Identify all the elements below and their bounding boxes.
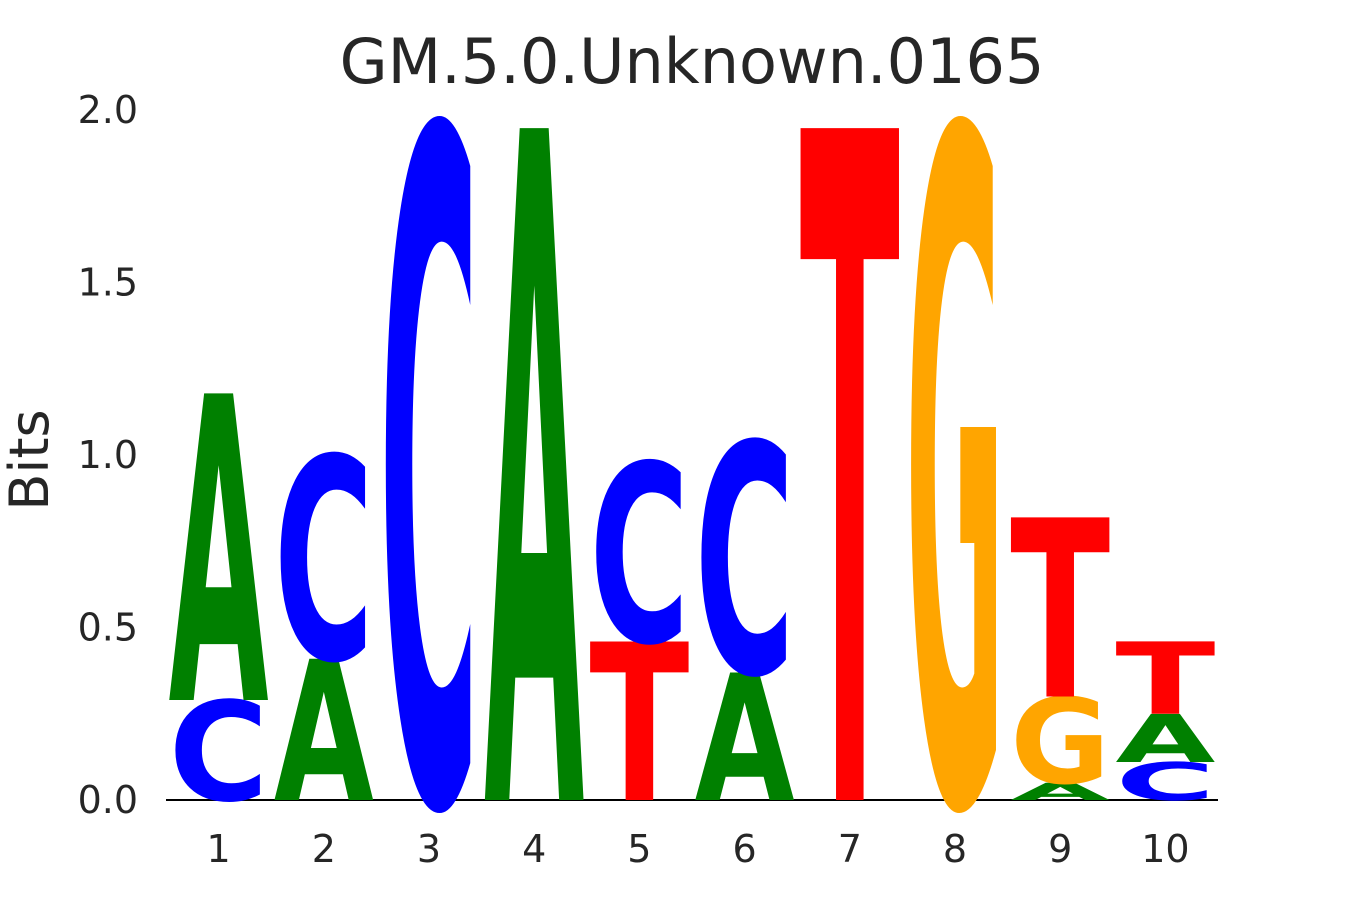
x-tick-label: 2 bbox=[312, 827, 336, 871]
y-axis-label: Bits bbox=[0, 409, 61, 510]
y-tick-label: 2.0 bbox=[78, 88, 138, 132]
y-tick-label: 1.0 bbox=[78, 433, 138, 477]
logo-letter: A bbox=[695, 638, 795, 842]
logo-letter: A bbox=[274, 622, 374, 847]
logo-letter: G bbox=[1010, 673, 1110, 811]
y-tick-label: 0.5 bbox=[78, 606, 138, 650]
logo-letter: C bbox=[274, 402, 374, 726]
chart-title: GM.5.0.Unknown.0165 bbox=[340, 25, 1045, 98]
logo-letter: C bbox=[695, 380, 795, 748]
x-tick-label: 7 bbox=[838, 827, 862, 871]
logo-letter: A bbox=[169, 311, 270, 801]
x-tick-label: 3 bbox=[417, 827, 441, 871]
logo-letter: C bbox=[169, 674, 269, 833]
y-tick-label: 0.0 bbox=[78, 778, 138, 822]
x-tick-label: 9 bbox=[1048, 827, 1072, 871]
x-tick-label: 5 bbox=[627, 827, 651, 871]
logo-letter: T bbox=[800, 0, 901, 900]
logo-letter: G bbox=[905, 0, 1005, 900]
x-tick-label: 1 bbox=[207, 827, 231, 871]
logo-letter: A bbox=[1010, 779, 1110, 806]
logo-letter: C bbox=[589, 415, 689, 701]
logo-letter: T bbox=[1115, 623, 1215, 738]
logo-letter: A bbox=[1115, 700, 1216, 777]
logo-letter: A bbox=[484, 0, 585, 900]
logo-letter: C bbox=[379, 0, 479, 900]
x-tick-label: 8 bbox=[943, 827, 967, 871]
y-tick-label: 1.5 bbox=[78, 261, 138, 305]
logo-letter: T bbox=[1010, 470, 1110, 756]
x-tick-label: 6 bbox=[733, 827, 757, 871]
logo-letter: T bbox=[589, 598, 689, 851]
logo-letter: C bbox=[1115, 752, 1215, 813]
x-tick-label: 4 bbox=[522, 827, 546, 871]
x-tick-label: 10 bbox=[1141, 827, 1189, 871]
